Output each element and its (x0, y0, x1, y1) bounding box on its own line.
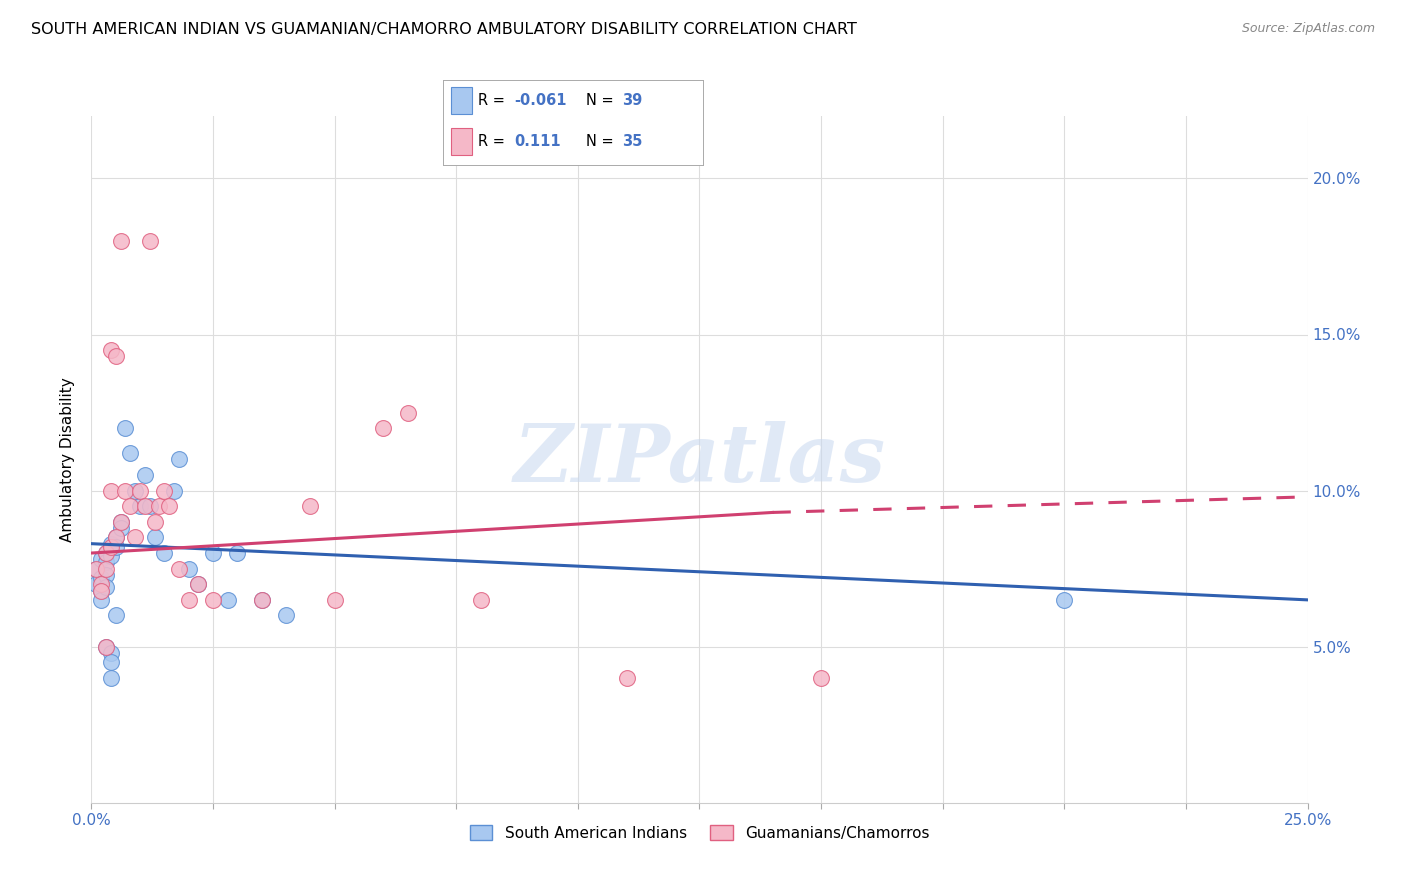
Point (100, 536, 122, 550)
Point (90, 571, 112, 585)
Point (177, 562, 200, 576)
Point (120, 500, 142, 514)
Point (129, 483, 152, 498)
Point (250, 592, 273, 607)
Point (110, 515, 132, 529)
Text: N =: N = (586, 93, 619, 108)
Point (157, 500, 180, 514)
Point (810, 671, 832, 685)
Point (104, 608, 127, 623)
Point (163, 483, 186, 498)
Text: R =: R = (478, 134, 509, 149)
Point (250, 592, 273, 607)
Point (90, 583, 112, 598)
Point (187, 577, 209, 591)
Point (134, 467, 156, 482)
Point (100, 655, 122, 669)
Point (94, 640, 117, 654)
Point (114, 483, 136, 498)
Point (100, 549, 122, 564)
Point (299, 500, 322, 514)
Legend: South American Indians, Guamanians/Chamorros: South American Indians, Guamanians/Chamo… (464, 819, 935, 847)
Point (84, 562, 107, 576)
Point (94, 580, 117, 594)
Point (114, 421, 136, 435)
Point (104, 540, 127, 554)
Text: 35: 35 (623, 134, 643, 149)
Point (94, 562, 117, 576)
Point (143, 530, 166, 544)
Point (226, 546, 249, 560)
Point (100, 343, 122, 358)
Point (167, 562, 190, 576)
Point (139, 234, 162, 248)
Point (167, 452, 190, 467)
Text: 39: 39 (623, 93, 643, 108)
Point (470, 592, 492, 607)
Point (396, 405, 419, 419)
Point (90, 592, 112, 607)
Point (110, 234, 132, 248)
Point (90, 577, 112, 591)
Point (187, 577, 209, 591)
Point (94, 555, 117, 570)
Point (90, 552, 112, 566)
Text: 0.111: 0.111 (515, 134, 561, 149)
Point (202, 592, 225, 607)
Point (100, 646, 122, 660)
Point (84, 562, 107, 576)
Point (202, 546, 225, 560)
Text: ZIPatlas: ZIPatlas (513, 421, 886, 498)
Text: N =: N = (586, 134, 619, 149)
Point (148, 500, 170, 514)
Point (1053, 592, 1076, 607)
Text: SOUTH AMERICAN INDIAN VS GUAMANIAN/CHAMORRO AMBULATORY DISABILITY CORRELATION CH: SOUTH AMERICAN INDIAN VS GUAMANIAN/CHAMO… (31, 22, 856, 37)
Point (110, 521, 132, 535)
Point (110, 515, 132, 529)
Point (94, 546, 117, 560)
Point (373, 421, 395, 435)
Text: -0.061: -0.061 (515, 93, 567, 108)
Point (323, 592, 346, 607)
Point (100, 540, 122, 554)
Point (100, 483, 122, 498)
Point (616, 671, 638, 685)
Point (153, 546, 176, 560)
Point (139, 500, 162, 514)
Point (94, 546, 117, 560)
Point (94, 640, 117, 654)
Point (274, 608, 297, 623)
Point (177, 592, 200, 607)
Point (129, 500, 152, 514)
Point (84, 577, 107, 591)
Point (90, 583, 112, 598)
Point (134, 500, 156, 514)
FancyBboxPatch shape (451, 128, 471, 155)
Point (124, 483, 146, 498)
Point (104, 530, 127, 544)
Text: Source: ZipAtlas.com: Source: ZipAtlas.com (1241, 22, 1375, 36)
Point (104, 350, 127, 364)
Text: R =: R = (478, 93, 509, 108)
Point (124, 530, 146, 544)
FancyBboxPatch shape (451, 87, 471, 114)
Point (217, 592, 239, 607)
Point (153, 483, 176, 498)
Point (120, 446, 142, 460)
Point (143, 515, 166, 529)
Point (104, 530, 127, 544)
Point (100, 671, 122, 685)
Y-axis label: Ambulatory Disability: Ambulatory Disability (60, 377, 76, 541)
Point (94, 568, 117, 582)
